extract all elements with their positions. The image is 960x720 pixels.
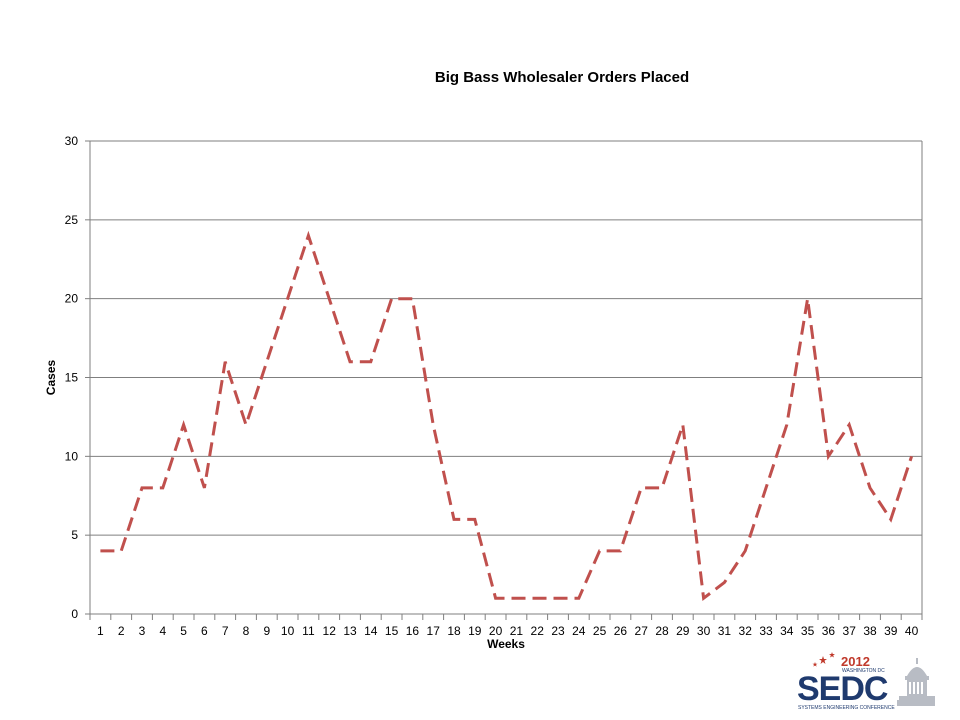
x-tick-label: 27	[635, 624, 649, 638]
chart-title: Big Bass Wholesaler Orders Placed	[435, 69, 689, 86]
logo-acronym: SEDC	[797, 670, 888, 708]
data-point	[472, 517, 477, 522]
x-tick-label: 13	[343, 624, 357, 638]
data-point	[160, 485, 165, 490]
data-point	[98, 548, 103, 553]
x-tick-label: 36	[822, 624, 836, 638]
data-point	[452, 517, 457, 522]
x-tick-label: 5	[180, 624, 187, 638]
data-point	[826, 454, 831, 459]
y-tick-label: 10	[65, 449, 79, 463]
x-tick-label: 35	[801, 624, 815, 638]
x-tick-label: 3	[139, 624, 146, 638]
data-point	[285, 296, 290, 301]
x-tick-label: 22	[531, 624, 545, 638]
data-point	[306, 233, 311, 238]
data-point	[805, 296, 810, 301]
data-point	[680, 422, 685, 427]
series-line	[100, 230, 914, 601]
y-tick-label: 15	[65, 371, 79, 385]
x-tick-label: 21	[510, 624, 524, 638]
x-tick-label: 26	[614, 624, 628, 638]
data-point	[119, 548, 124, 553]
x-tick-label: 10	[281, 624, 295, 638]
data-point	[493, 596, 498, 601]
x-tick-label: 31	[718, 624, 732, 638]
x-tick-label: 30	[697, 624, 711, 638]
logo-year: 2012	[841, 654, 870, 669]
data-point	[764, 485, 769, 490]
data-point	[701, 596, 706, 601]
data-point	[784, 422, 789, 427]
data-point	[140, 485, 145, 490]
x-tick-label: 12	[323, 624, 337, 638]
y-axis-label: Cases	[44, 360, 58, 396]
x-tick-label: 9	[263, 624, 270, 638]
data-point	[327, 296, 332, 301]
data-point	[368, 359, 373, 364]
x-tick-label: 1	[97, 624, 104, 638]
x-tick-label: 39	[884, 624, 898, 638]
data-point	[909, 454, 914, 459]
data-point	[722, 580, 727, 585]
data-point	[223, 359, 228, 364]
data-point	[847, 422, 852, 427]
data-point	[743, 548, 748, 553]
x-tick-label: 4	[159, 624, 166, 638]
x-tick-label: 25	[593, 624, 607, 638]
x-tick-label: 14	[364, 624, 378, 638]
data-point	[244, 422, 249, 427]
data-point	[514, 596, 519, 601]
x-tick-label: 18	[447, 624, 461, 638]
x-axis-label: Weeks	[487, 637, 525, 651]
data-point	[348, 359, 353, 364]
data-point	[597, 548, 602, 553]
data-point	[888, 517, 893, 522]
x-tick-label: 33	[759, 624, 773, 638]
x-tick-label: 34	[780, 624, 794, 638]
x-tick-label: 28	[655, 624, 669, 638]
x-tick-label: 11	[302, 624, 315, 638]
x-tick-label: 6	[201, 624, 208, 638]
x-tick-label: 2	[118, 624, 125, 638]
x-tick-label: 15	[385, 624, 399, 638]
data-point	[576, 596, 581, 601]
y-tick-label: 30	[65, 134, 79, 148]
y-tick-label: 0	[71, 607, 78, 621]
data-point	[639, 485, 644, 490]
x-tick-label: 23	[551, 624, 565, 638]
data-point	[264, 359, 269, 364]
x-tick-label: 7	[222, 624, 229, 638]
x-tick-label: 37	[843, 624, 857, 638]
data-point	[410, 296, 415, 301]
x-tick-label: 38	[863, 624, 877, 638]
data-point	[431, 422, 436, 427]
x-tick-label: 29	[676, 624, 690, 638]
data-point	[556, 596, 561, 601]
data-point	[660, 485, 665, 490]
logo-city: WASHINGTON DC	[842, 668, 885, 674]
y-tick-label: 20	[65, 292, 79, 306]
data-point	[868, 485, 873, 490]
sedc-logo: 2012 WASHINGTON DC SEDC SYSTEMS ENGINEER…	[795, 650, 935, 712]
data-point	[389, 296, 394, 301]
y-tick-label: 25	[65, 213, 79, 227]
x-tick-label: 17	[427, 624, 441, 638]
x-tick-label: 16	[406, 624, 420, 638]
y-tick-label: 5	[71, 528, 78, 542]
x-tick-label: 8	[243, 624, 250, 638]
data-point	[202, 485, 207, 490]
x-tick-label: 32	[739, 624, 753, 638]
x-tick-label: 40	[905, 624, 919, 638]
data-point	[535, 596, 540, 601]
data-point	[618, 548, 623, 553]
capitol-icon	[897, 658, 935, 706]
x-tick-label: 24	[572, 624, 586, 638]
logo-subtitle: SYSTEMS ENGINEERING CONFERENCE	[798, 705, 895, 711]
data-point	[181, 422, 186, 427]
x-tick-label: 20	[489, 624, 503, 638]
x-tick-label: 19	[468, 624, 482, 638]
